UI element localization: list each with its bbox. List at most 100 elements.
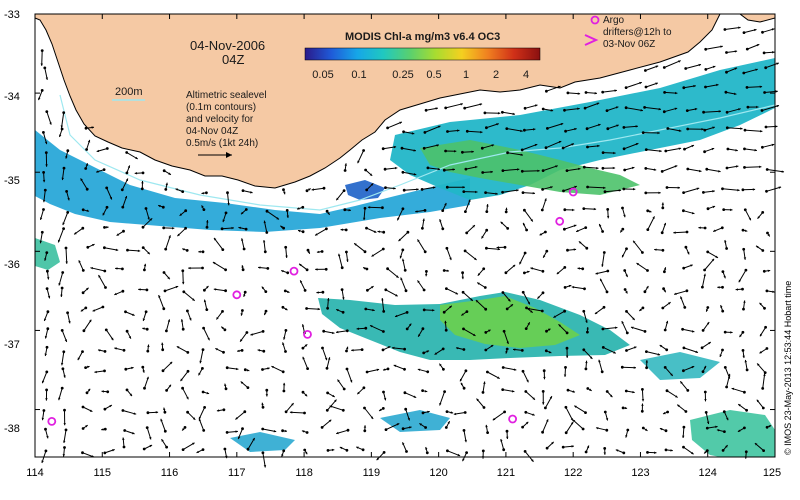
velocity-arrow-head <box>106 226 109 229</box>
velocity-arrow-origin <box>162 226 166 230</box>
velocity-arrow-head <box>160 418 163 422</box>
velocity-arrow-origin <box>125 329 129 333</box>
lon-label: 117 <box>228 467 246 479</box>
velocity-arrow-origin <box>444 328 448 332</box>
velocity-arrow-origin <box>405 327 409 331</box>
velocity-arrow-origin <box>221 248 225 252</box>
velocity-arrow-origin <box>742 247 746 251</box>
velocity-arrow-origin <box>81 269 85 272</box>
velocity-arrow-origin <box>105 186 109 190</box>
velocity-arrow-origin <box>626 428 630 432</box>
velocity-arrow-head <box>708 342 711 345</box>
velocity-arrow-origin <box>321 290 325 294</box>
velocity-arrow-head <box>87 365 90 369</box>
latitude-labels: -33 -34 -35 -36 -37 -38 <box>4 9 20 435</box>
velocity-arrow-origin <box>686 389 690 392</box>
velocity-arrow-head <box>432 309 435 312</box>
velocity-arrow-head <box>659 345 663 348</box>
velocity-arrow-head <box>691 366 695 369</box>
velocity-arrow-head <box>147 344 150 347</box>
velocity-arrow-shaft <box>104 247 119 251</box>
velocity-arrow-head <box>206 391 210 395</box>
velocity-arrow-head <box>717 286 720 289</box>
velocity-arrow-head <box>201 192 204 195</box>
velocity-arrow-origin <box>424 108 428 112</box>
velocity-arrow-origin <box>445 246 449 250</box>
velocity-arrow-head <box>678 60 681 63</box>
velocity-arrow-head <box>505 351 508 354</box>
velocity-arrow-origin <box>481 449 485 453</box>
velocity-arrow-origin <box>141 225 145 229</box>
velocity-arrow-head <box>328 357 331 360</box>
velocity-arrow-shaft <box>545 140 562 149</box>
velocity-arrow-head <box>91 126 94 129</box>
velocity-arrow-origin <box>722 410 726 414</box>
velocity-arrow-head <box>772 51 775 54</box>
velocity-arrow-shaft <box>357 150 365 164</box>
velocity-arrow-origin <box>124 367 128 371</box>
velocity-arrow-origin <box>643 106 646 109</box>
velocity-arrow-origin <box>305 307 308 310</box>
velocity-arrow-head <box>596 427 599 430</box>
velocity-arrow-shaft <box>212 261 226 271</box>
velocity-arrow-origin <box>422 146 426 150</box>
velocity-arrow-shaft <box>644 106 662 110</box>
velocity-arrow-head <box>168 235 171 238</box>
velocity-arrow-origin <box>725 110 729 114</box>
velocity-arrow-head <box>89 409 93 412</box>
velocity-arrow-head <box>437 167 440 171</box>
velocity-arrow-origin <box>525 228 528 232</box>
velocity-arrow-head <box>371 286 374 289</box>
velocity-arrow-origin <box>261 451 265 455</box>
velocity-arrow-origin <box>442 310 446 314</box>
velocity-arrow-head <box>731 387 735 391</box>
velocity-arrow-origin <box>66 311 69 315</box>
lat-label: -37 <box>4 339 20 351</box>
velocity-arrow-head <box>189 317 192 321</box>
velocity-arrow-head <box>716 429 720 432</box>
velocity-arrow-head <box>560 123 564 126</box>
velocity-arrow-origin <box>742 71 746 75</box>
velocity-arrow-head <box>198 372 201 376</box>
velocity-arrow-origin <box>62 166 66 170</box>
velocity-arrow-head <box>680 296 683 299</box>
velocity-arrow-origin <box>201 448 205 451</box>
velocity-arrow-head <box>96 149 100 153</box>
velocity-arrow-shaft <box>502 168 520 172</box>
velocity-arrow-origin <box>121 205 125 209</box>
velocity-arrow-head <box>394 166 398 170</box>
velocity-arrow-head <box>486 204 489 207</box>
velocity-arrow-origin <box>343 208 347 212</box>
velocity-arrow-origin <box>345 349 348 353</box>
velocity-arrow-head <box>102 212 105 216</box>
velocity-arrow-origin <box>284 329 288 332</box>
velocity-arrow-head <box>424 390 428 393</box>
velocity-arrow-origin <box>343 169 347 172</box>
colorbar-tick-label: 0.05 <box>312 69 333 81</box>
velocity-arrow-shaft <box>646 351 661 356</box>
velocity-arrow-origin <box>704 411 708 414</box>
velocity-arrow-origin <box>760 109 764 112</box>
velocity-arrow-origin <box>765 168 769 171</box>
velocity-arrow-head <box>192 417 196 420</box>
velocity-arrow-head <box>261 286 265 290</box>
velocity-arrow-head <box>691 144 694 148</box>
velocity-arrow-head <box>60 125 63 128</box>
velocity-arrow-origin <box>125 388 129 392</box>
velocity-arrow-origin <box>406 230 410 234</box>
velocity-arrow-head <box>691 451 694 455</box>
velocity-arrow-origin <box>520 148 524 152</box>
velocity-arrow-shaft <box>726 108 741 113</box>
velocity-arrow-head <box>408 323 412 327</box>
velocity-arrow-head <box>224 383 227 387</box>
velocity-arrow-origin <box>524 327 528 330</box>
velocity-arrow-origin <box>60 127 64 131</box>
velocity-arrow-origin <box>320 426 324 429</box>
velocity-arrow-origin <box>185 249 189 252</box>
lat-label: -36 <box>4 259 20 271</box>
velocity-arrow-head <box>351 349 354 352</box>
velocity-arrow-head <box>370 325 373 328</box>
velocity-arrow-head <box>754 148 757 152</box>
velocity-arrow-origin <box>641 388 644 391</box>
velocity-arrow-origin <box>485 246 488 250</box>
